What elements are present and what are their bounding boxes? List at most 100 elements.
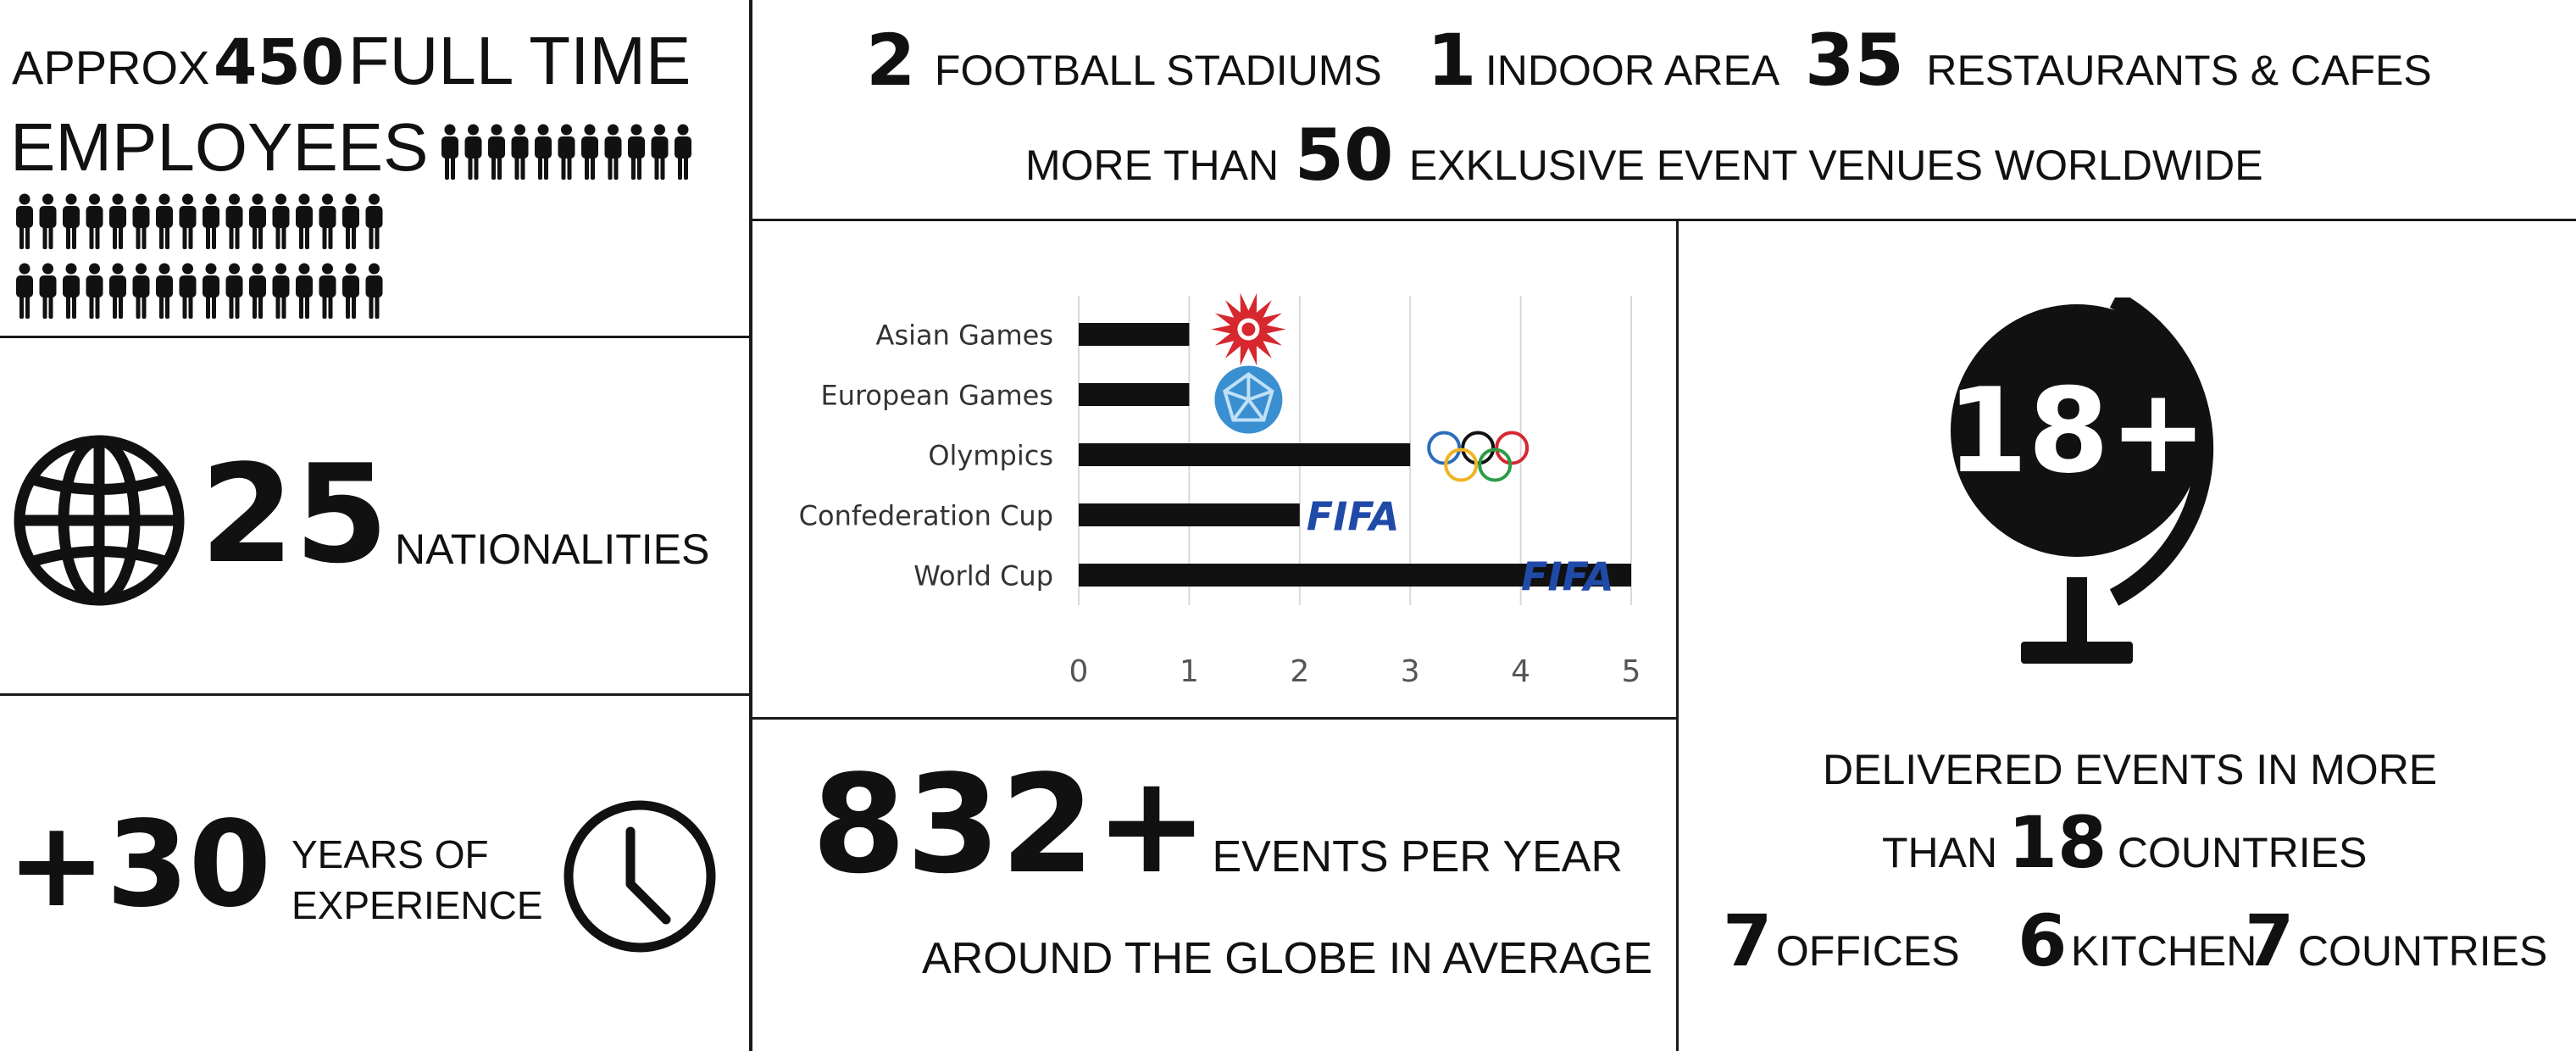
- events-chart-panel: 0 1 2 3 4 5 Asian Games European Games Olympics C…: [752, 221, 1676, 717]
- people-icons-row-2: [14, 193, 386, 257]
- people-icon-group: [441, 124, 691, 180]
- person-icon: [535, 124, 552, 180]
- nationalities-number: 25: [200, 435, 389, 593]
- person-icon: [675, 124, 691, 180]
- experience-label-line1: YEARS OF: [291, 832, 489, 876]
- stadiums-label: FOOTBALL STADIUMS: [934, 47, 1382, 94]
- person-icon: [86, 193, 103, 249]
- offices-number: 7: [1723, 899, 1773, 982]
- globe-number: 18+: [1946, 363, 2207, 499]
- employees-number: 450: [213, 26, 345, 99]
- events-sublabel: AROUND THE GLOBE IN AVERAGE: [922, 934, 1653, 983]
- divider: [1676, 219, 1679, 1051]
- person-icon: [225, 263, 243, 319]
- restaurants-label: RESTAURANTS & CAFES: [1926, 47, 2432, 94]
- person-icon: [296, 193, 313, 249]
- person-icon: [249, 263, 266, 319]
- bar: [1079, 443, 1411, 466]
- events-headline: 832+ EVENTS PER YEAR: [812, 757, 1623, 893]
- x-tick-label: 5: [1622, 654, 1641, 689]
- events-label: EVENTS PER YEAR: [1212, 832, 1624, 881]
- indoor-number: 1: [1427, 19, 1477, 102]
- person-icon: [272, 193, 290, 249]
- category-label: European Games: [820, 380, 1053, 412]
- employees-panel: APPROX 450 FULL TIME EMPLOYEES: [0, 0, 749, 336]
- countries-label: COUNTRIES: [2117, 829, 2368, 876]
- employees-headline: APPROX 450 FULL TIME: [12, 22, 691, 100]
- countries-line1: DELIVERED EVENTS IN MORE: [1823, 746, 2438, 793]
- full-time-label: FULL TIME: [347, 23, 691, 98]
- venues-label: EXKLUSIVE EVENT VENUES WORLDWIDE: [1408, 142, 2263, 189]
- person-icon: [63, 263, 80, 319]
- more-than-label: MORE THAN: [1025, 142, 1280, 189]
- countries-panel: 18+ DELIVERED EVENTS IN MORE THAN 18 COU…: [1679, 221, 2576, 1051]
- bar: [1079, 383, 1190, 406]
- divider: [0, 336, 749, 338]
- venue-stat-1: 2 FOOTBALL STADIUMS: [866, 19, 1382, 102]
- category-label: Olympics: [928, 440, 1053, 472]
- events-number: 832+: [812, 745, 1209, 904]
- bar: [1079, 323, 1190, 346]
- person-icon: [581, 124, 598, 180]
- person-icon: [16, 193, 33, 249]
- person-icon: [63, 193, 80, 249]
- person-icon: [16, 263, 33, 319]
- x-tick-label: 2: [1290, 654, 1309, 689]
- person-icon: [628, 124, 645, 180]
- divider: [0, 693, 749, 696]
- country-count-label: COUNTRIES: [2297, 927, 2548, 975]
- category-label: World Cup: [913, 560, 1053, 592]
- kitchen-number: 6: [2018, 899, 2068, 982]
- indoor-label: INDOOR AREA: [1485, 47, 1780, 94]
- person-icon: [511, 124, 529, 180]
- events-panel: 832+ EVENTS PER YEAR AROUND THE GLOBE IN…: [752, 720, 1676, 1051]
- x-tick-label: 1: [1180, 654, 1199, 689]
- person-icon: [651, 124, 669, 180]
- countries-line2: THAN 18 COUNTRIES: [1882, 801, 2367, 884]
- person-icon: [342, 263, 359, 319]
- person-icon: [132, 193, 150, 249]
- countries-number: 18: [2007, 801, 2107, 884]
- asian-games-logo: [1211, 292, 1286, 366]
- person-icon: [132, 263, 150, 319]
- fifa-logo: FIFA: [1521, 554, 1614, 600]
- offices-label: OFFICES: [1775, 927, 1960, 975]
- person-icon: [464, 124, 482, 180]
- events-bar-chart: 0 1 2 3 4 5 Asian Games European Games Olympics C…: [799, 292, 1641, 689]
- than-label: THAN: [1882, 829, 1998, 876]
- people-icon-group: [16, 193, 383, 249]
- divider: [749, 717, 1678, 720]
- person-icon: [109, 263, 126, 319]
- divider: [749, 0, 752, 1051]
- kitchen-stat: 6 KITCHEN: [2018, 899, 2257, 982]
- employees-label: EMPLOYEES: [10, 109, 429, 185]
- person-icon: [86, 263, 103, 319]
- experience-number: +30: [7, 796, 272, 934]
- venue-stat-2: 1 INDOOR AREA: [1427, 19, 1779, 102]
- person-icon: [39, 263, 57, 319]
- category-label: Asian Games: [876, 320, 1053, 352]
- person-icon: [558, 124, 575, 180]
- person-icon: [365, 193, 383, 249]
- category-label: Confederation Cup: [799, 500, 1053, 532]
- fifa-logo: FIFA: [1307, 494, 1400, 540]
- kitchen-label: KITCHEN: [2070, 927, 2257, 975]
- venue-stat-3: 35 RESTAURANTS & CAFES: [1805, 19, 2432, 102]
- people-icons-row-1: [439, 124, 696, 187]
- people-icons-row-3: [14, 263, 386, 326]
- x-tick-label: 3: [1401, 654, 1420, 689]
- experience-panel: +30 YEARS OF EXPERIENCE: [0, 696, 749, 1051]
- venues-panel: 2 FOOTBALL STADIUMS 1 INDOOR AREA 35 RES…: [752, 0, 2576, 219]
- person-icon: [272, 263, 290, 319]
- person-icon: [156, 193, 173, 249]
- person-icon: [156, 263, 173, 319]
- european-games-logo: [1214, 365, 1283, 434]
- venue-stat-4: MORE THAN 50 EXKLUSIVE EVENT VENUES WORL…: [1025, 114, 2263, 197]
- person-icon: [203, 193, 219, 249]
- person-icon: [604, 124, 622, 180]
- globe-grid-icon: [14, 435, 185, 606]
- experience-label-line2: EXPERIENCE: [291, 883, 543, 927]
- person-icon: [39, 193, 57, 249]
- person-icon: [342, 193, 359, 249]
- country-count-stat: 7 COUNTRIES: [2245, 899, 2547, 982]
